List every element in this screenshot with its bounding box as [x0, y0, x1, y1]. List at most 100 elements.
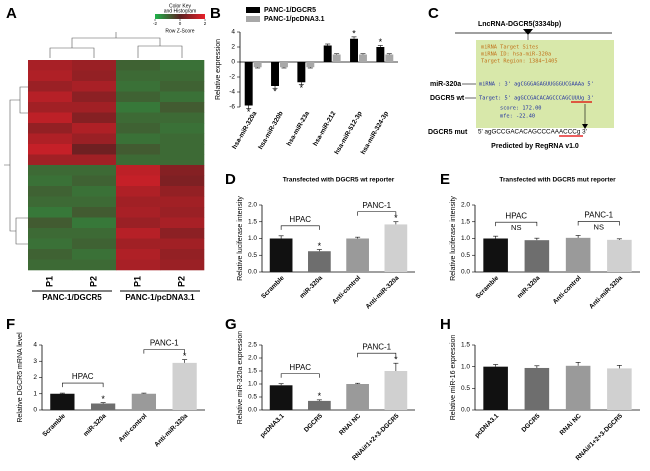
y-tick-label: 1.5 [248, 218, 257, 225]
column-label: P2 [176, 276, 186, 287]
bracket [357, 211, 397, 216]
heatmap-cell [28, 238, 73, 250]
heatmap-cell [116, 133, 161, 145]
heatmap-cell [160, 60, 205, 71]
bar [332, 54, 341, 62]
bar [280, 62, 288, 68]
significance-marker: * [394, 355, 398, 365]
bracket [280, 373, 320, 378]
group-label: HPAC [505, 211, 527, 220]
mut-label: DGCR5 mut [428, 129, 468, 136]
bracket [357, 352, 397, 358]
heatmap-cell [72, 217, 117, 229]
box-region: Target Region: 1384~1405 [481, 59, 558, 65]
heatmap-cell [160, 91, 205, 103]
mut-seq: 5' agGCCGACACAGCCCAAACCCg 3' [478, 129, 587, 136]
heatmap-cell [116, 207, 161, 218]
key-tick-label: 2 [204, 21, 207, 26]
y-tick-label: -4 [229, 89, 235, 96]
group-label: HPAC [289, 215, 311, 224]
bar [524, 367, 550, 410]
y-axis-label: Relative miR-320a expression [237, 331, 244, 424]
panel-letter: D [225, 171, 236, 188]
bar [385, 54, 394, 62]
score: score: 172.00 [500, 106, 541, 112]
heatmap-cell [28, 196, 73, 208]
heatmap-cell [160, 123, 205, 134]
bar [308, 251, 331, 272]
x-tick-label: miR-320a [516, 274, 542, 300]
mirna-label: miR-320a [430, 81, 461, 88]
bar [565, 365, 591, 410]
y-tick-label: 2.0 [461, 202, 470, 209]
x-tick-label: Anti-miR-320a [153, 412, 189, 448]
x-tick-label: Scramble [260, 274, 286, 300]
bar [297, 62, 306, 83]
x-tick-label: hsa-miR-212 [312, 110, 338, 147]
heatmap-cell [116, 217, 161, 229]
panel-letter: G [225, 316, 237, 333]
heatmap-cell [116, 154, 161, 166]
column-label: P1 [132, 276, 142, 287]
heatmap-cell [28, 217, 73, 229]
y-axis-label: Relative luciferase intensity [450, 196, 457, 281]
heatmap-cell [28, 228, 73, 239]
heatmap-cell [72, 238, 117, 250]
heatmap-cell [72, 81, 117, 92]
key-title: Color Key [169, 3, 191, 9]
heatmap-cell [72, 102, 117, 113]
significance-marker: * [300, 83, 304, 93]
group-label: PANC-1 [584, 211, 613, 220]
key-tick-label: -2 [153, 21, 157, 26]
y-tick-label: 0.5 [461, 385, 470, 392]
x-tick-label: DGCR5 [520, 412, 541, 433]
heatmap-cell [116, 123, 161, 134]
heatmap-cell [28, 91, 73, 103]
key-subtitle: and Histogram [164, 8, 197, 14]
heatmap-cell [160, 238, 205, 250]
x-tick-label: Anti-miR-320a [365, 274, 401, 310]
x-tick-label: hsa-miR-512-3p [333, 110, 363, 155]
heatmap-cell [28, 133, 73, 145]
bracket [495, 221, 538, 227]
heatmap-cell [160, 175, 205, 187]
heatmap-cell [72, 207, 117, 218]
heatmap-cell [72, 249, 117, 260]
bar [483, 238, 508, 272]
bracket [280, 225, 320, 230]
y-tick-label: 0.0 [248, 269, 257, 276]
y-tick-label: 1.0 [461, 235, 470, 242]
heatmap-cell [116, 112, 161, 124]
bracket [62, 382, 104, 388]
x-tick-label: RNAi NC [338, 412, 362, 436]
chart-title: Transfected with DGCR5 mut reporter [499, 177, 616, 184]
y-axis-label: Relative luciferase intensity [237, 196, 244, 281]
legend-swatch [246, 16, 260, 22]
bracket [143, 349, 185, 354]
heatmap-cell [72, 144, 117, 155]
x-tick-label: Scramble [41, 412, 67, 438]
y-tick-label: 0 [33, 407, 37, 414]
heatmap-cell [72, 91, 117, 103]
panel-letter: A [6, 5, 17, 22]
heatmap-cell [160, 165, 205, 176]
heatmap-cell [116, 238, 161, 250]
heatmap-cell [72, 154, 117, 166]
x-tick-label: Anti-control [331, 275, 362, 306]
heatmap-cell [160, 102, 205, 113]
wt-label: DGCR5 wt [430, 95, 465, 102]
heatmap-cell [28, 165, 73, 176]
heatmap-cell [116, 249, 161, 260]
bar [244, 62, 253, 106]
lnc-label: LncRNA-DGCR5(3334bp) [478, 21, 561, 28]
bar [269, 385, 293, 410]
bar [359, 54, 367, 62]
heatmap-cell [28, 144, 73, 155]
column-label: P2 [88, 276, 98, 287]
y-tick-label: 2 [33, 374, 37, 381]
heatmap-cell [28, 102, 73, 113]
heatmap-cell [116, 165, 161, 176]
group-label: HPAC [72, 372, 94, 381]
heatmap-cell [28, 81, 73, 92]
heatmap-cell [160, 207, 205, 218]
